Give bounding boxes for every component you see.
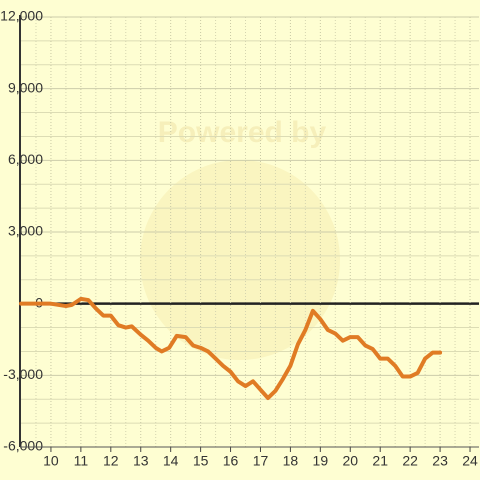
x-tick-label: 13 bbox=[133, 453, 149, 469]
y-tick-label: 12,000 bbox=[0, 8, 43, 24]
y-tick-label: -6,000 bbox=[3, 438, 43, 454]
y-tick-label: 3,000 bbox=[8, 223, 43, 239]
x-tick-label: 11 bbox=[74, 453, 89, 469]
x-tick-label: 12 bbox=[103, 453, 119, 469]
x-tick-label: 22 bbox=[402, 453, 418, 469]
x-tick-label: 19 bbox=[313, 453, 329, 469]
x-tick-label: 20 bbox=[342, 453, 358, 469]
y-tick-label: 6,000 bbox=[8, 151, 43, 167]
watermark: Powered by bbox=[158, 116, 327, 149]
x-tick-label: 14 bbox=[163, 453, 179, 469]
x-tick-label: 23 bbox=[432, 453, 448, 469]
x-tick-label: 18 bbox=[283, 453, 299, 469]
x-tick-label: 10 bbox=[43, 453, 59, 469]
y-tick-label: 9,000 bbox=[8, 79, 43, 95]
x-tick-label: 15 bbox=[193, 453, 209, 469]
y-tick-label: -3,000 bbox=[3, 366, 43, 382]
watermark-logo bbox=[140, 160, 340, 360]
x-tick-label: 24 bbox=[462, 453, 478, 469]
x-tick-label: 17 bbox=[253, 453, 269, 469]
x-tick-label: 16 bbox=[223, 453, 239, 469]
x-tick-label: 21 bbox=[372, 453, 388, 469]
line bbox=[19, 296, 443, 401]
